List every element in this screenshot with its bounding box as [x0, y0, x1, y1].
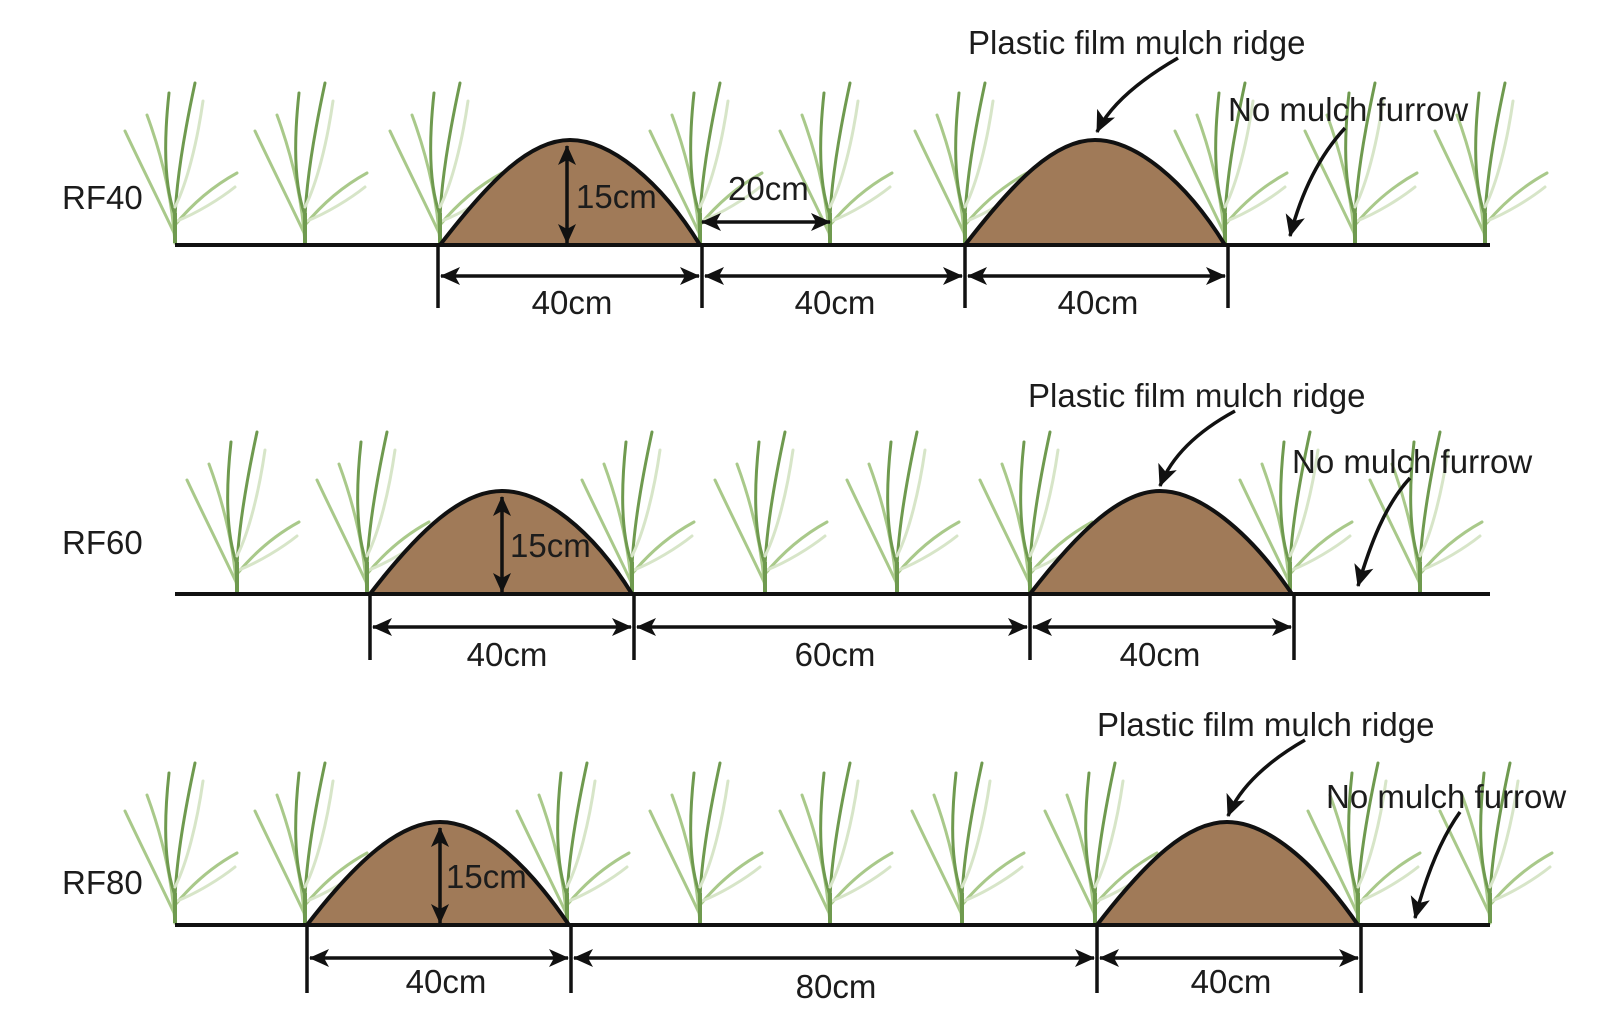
- seedling-icon: [1438, 761, 1554, 925]
- plants-rf80: [123, 761, 1554, 925]
- seedling-icon: [910, 761, 1026, 925]
- ridge-callout: Plastic film mulch ridge: [1028, 377, 1365, 414]
- furrow-callout: No mulch furrow: [1228, 91, 1468, 128]
- furrow-width-label: 80cm: [796, 968, 877, 1005]
- seedling-icon: [1238, 430, 1354, 594]
- ridge-width-label: 40cm: [532, 284, 613, 321]
- ridge-width-label: 40cm: [467, 636, 548, 673]
- plants-rf60: [185, 430, 1484, 594]
- seedling-icon: [778, 81, 894, 245]
- seedling-icon: [253, 81, 369, 245]
- row-label: RF40: [62, 179, 143, 216]
- ridge-height-label: 15cm: [576, 178, 657, 215]
- furrow-callout-pointer: [1285, 126, 1347, 238]
- ridge-callout: Plastic film mulch ridge: [1097, 706, 1434, 743]
- seedling-icon: [648, 761, 764, 925]
- ridge-callout-pointer: [1095, 56, 1179, 133]
- furrow-width-label: 60cm: [795, 636, 876, 673]
- ridge-callout-pointer: [1226, 738, 1306, 818]
- row-label: RF60: [62, 524, 143, 561]
- width-dimensions-rf40: 40cm 40cm 40cm: [436, 245, 1230, 321]
- ridge-width-label: 40cm: [1191, 963, 1272, 1000]
- seedling-icon: [1433, 81, 1549, 245]
- seedling-icon: [1043, 761, 1159, 925]
- row-label: RF80: [62, 864, 143, 901]
- furrow-callout: No mulch furrow: [1292, 443, 1532, 480]
- seedling-icon: [1306, 761, 1422, 925]
- mulch-ridge: [1025, 488, 1296, 596]
- ridge-width-label: 40cm: [1058, 284, 1139, 321]
- seedling-icon: [845, 430, 961, 594]
- seedling-icon: [185, 430, 301, 594]
- furrow-callout: No mulch furrow: [1326, 778, 1566, 815]
- ridge-width-label: 40cm: [406, 963, 487, 1000]
- mulch-ridge: [1092, 819, 1362, 927]
- ridge-callout: Plastic film mulch ridge: [968, 24, 1305, 61]
- ridge-width-label: 40cm: [1120, 636, 1201, 673]
- seedling-icon: [1368, 430, 1484, 594]
- seedling-icon: [123, 761, 239, 925]
- seedling-icon: [713, 430, 829, 594]
- seedling-icon: [1173, 81, 1289, 245]
- ridge-callout-pointer: [1158, 409, 1236, 488]
- furrow-callout-pointer: [1354, 476, 1412, 588]
- furrow-callout-pointer: [1410, 810, 1462, 920]
- row-rf60: 15cm 40cm 60cm 40cm RF60 Plastic film mu…: [62, 377, 1532, 673]
- row-rf40: 15cm 20cm 40cm 40cm 40cm RF40 Plastic fi…: [62, 24, 1549, 321]
- furrow-width-label: 40cm: [795, 284, 876, 321]
- width-dimensions-rf60: 40cm 60cm 40cm: [368, 594, 1296, 673]
- ridge-height-label: 15cm: [510, 527, 591, 564]
- width-dimensions-rf80: 40cm 80cm 40cm: [305, 925, 1363, 1005]
- ridge-height-label: 15cm: [446, 858, 527, 895]
- seedling-icon: [1303, 81, 1419, 245]
- seedling-icon: [580, 430, 696, 594]
- row-rf80: 15cm 40cm 80cm 40cm RF80 Plastic film mu…: [62, 706, 1566, 1005]
- plant-spacing-label: 20cm: [728, 170, 809, 207]
- seedling-icon: [978, 430, 1094, 594]
- seedling-icon: [778, 761, 894, 925]
- seedling-icon: [123, 81, 239, 245]
- mulch-ridge: [960, 137, 1229, 247]
- ridges-rf60: [365, 488, 1296, 596]
- seedling-icon: [515, 761, 631, 925]
